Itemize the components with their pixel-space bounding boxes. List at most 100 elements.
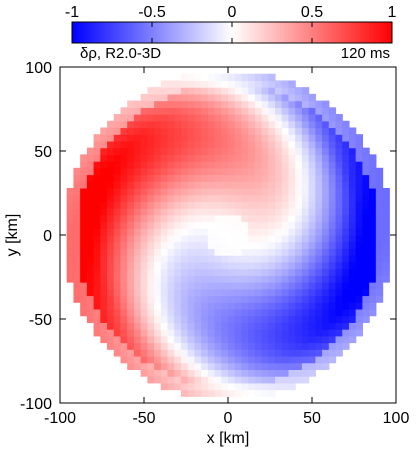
heatmap-cell xyxy=(261,167,269,176)
heatmap-cell xyxy=(147,369,155,377)
heatmap-cell xyxy=(120,214,128,223)
heatmap-cell xyxy=(335,235,343,243)
heatmap-cell xyxy=(140,100,148,108)
heatmap-cell xyxy=(194,282,202,290)
heatmap-cell xyxy=(86,221,95,229)
y-tick-label: 0 xyxy=(43,228,52,245)
heatmap-cell xyxy=(254,275,263,283)
heatmap-cell xyxy=(315,154,323,162)
heatmap-cell xyxy=(308,228,316,236)
heatmap-cell xyxy=(127,335,135,344)
heatmap-cell xyxy=(382,255,390,263)
heatmap-cell xyxy=(174,255,182,263)
heatmap-cell xyxy=(315,181,323,189)
heatmap-cell xyxy=(167,376,175,384)
heatmap-cell xyxy=(154,214,162,223)
heatmap-cell xyxy=(281,329,290,337)
heatmap-cell xyxy=(140,194,148,202)
heatmap-cell xyxy=(248,295,256,303)
heatmap-cell xyxy=(120,107,128,115)
heatmap-cell xyxy=(268,187,276,196)
heatmap-cell xyxy=(254,282,263,290)
heatmap-cell xyxy=(254,355,263,364)
heatmap-cell xyxy=(214,282,222,290)
heatmap-cell xyxy=(180,187,189,196)
heatmap-cell xyxy=(288,322,296,330)
heatmap-cell xyxy=(342,228,350,236)
heatmap-cell xyxy=(214,389,222,397)
heatmap-cell xyxy=(174,315,182,323)
heatmap-cell xyxy=(160,187,169,196)
heatmap-cell xyxy=(147,255,155,263)
heatmap-cell xyxy=(248,147,256,155)
heatmap-cell xyxy=(207,161,216,169)
heatmap-cell xyxy=(214,369,222,377)
heatmap-cell xyxy=(308,282,316,290)
heatmap-cell xyxy=(254,214,263,223)
heatmap-cell xyxy=(335,194,343,202)
heatmap-cell xyxy=(281,127,290,135)
heatmap-cell xyxy=(221,167,229,176)
heatmap-cell xyxy=(369,161,377,169)
heatmap-cell xyxy=(154,93,162,102)
heatmap-cell xyxy=(375,174,384,182)
heatmap-cell xyxy=(221,228,229,236)
heatmap-cell xyxy=(254,147,263,155)
heatmap-cell xyxy=(73,235,81,243)
heatmap-cell xyxy=(288,268,296,276)
heatmap-cell xyxy=(295,322,303,330)
heatmap-cell xyxy=(154,201,162,209)
heatmap-cell xyxy=(100,335,108,344)
heatmap-cell xyxy=(133,248,142,256)
heatmap-cell xyxy=(133,315,142,323)
heatmap-cell xyxy=(275,154,283,162)
heatmap-cell xyxy=(261,134,269,142)
heatmap-cell xyxy=(127,208,135,216)
heatmap-cell xyxy=(322,315,330,323)
heatmap-cell xyxy=(295,362,303,370)
heatmap-cell xyxy=(241,342,249,350)
heatmap-cell xyxy=(241,288,249,297)
heatmap-cell xyxy=(120,241,128,250)
heatmap-cell xyxy=(174,261,182,270)
heatmap-cell xyxy=(295,268,303,276)
heatmap-cell xyxy=(167,329,175,337)
heatmap-cell xyxy=(248,335,256,344)
heatmap-cell xyxy=(254,187,263,196)
heatmap-cell xyxy=(234,376,243,384)
heatmap-cell xyxy=(214,208,222,216)
heatmap-cell xyxy=(140,181,148,189)
heatmap-cell xyxy=(261,382,269,391)
heatmap-cell xyxy=(275,201,283,209)
heatmap-cell xyxy=(93,194,101,202)
heatmap-cell xyxy=(254,114,263,122)
heatmap-cell xyxy=(261,355,269,364)
heatmap-cell xyxy=(234,221,243,229)
heatmap-cell xyxy=(66,214,75,223)
heatmap-cell xyxy=(187,201,195,209)
heatmap-cell xyxy=(127,329,135,337)
heatmap-cell xyxy=(214,154,222,162)
heatmap-cell xyxy=(355,268,363,276)
heatmap-cell xyxy=(160,335,169,344)
heatmap-cell xyxy=(228,275,236,283)
heatmap-cell xyxy=(308,329,316,337)
heatmap-cell xyxy=(375,201,384,209)
heatmap-cell xyxy=(107,187,115,196)
heatmap-cell xyxy=(288,87,296,95)
heatmap-cell xyxy=(268,275,276,283)
heatmap-cell xyxy=(113,201,122,209)
heatmap-cell xyxy=(207,221,216,229)
heatmap-cell xyxy=(268,154,276,162)
heatmap-cell xyxy=(301,214,310,223)
heatmap-cell xyxy=(335,201,343,209)
heatmap-cell xyxy=(100,329,108,337)
heatmap-cell xyxy=(275,255,283,263)
heatmap-cell xyxy=(214,329,222,337)
heatmap-cell xyxy=(194,201,202,209)
heatmap-cell xyxy=(241,382,249,391)
heatmap-cell xyxy=(261,221,269,229)
heatmap-cell xyxy=(147,194,155,202)
heatmap-cell xyxy=(261,302,269,310)
heatmap-cell xyxy=(275,87,283,95)
